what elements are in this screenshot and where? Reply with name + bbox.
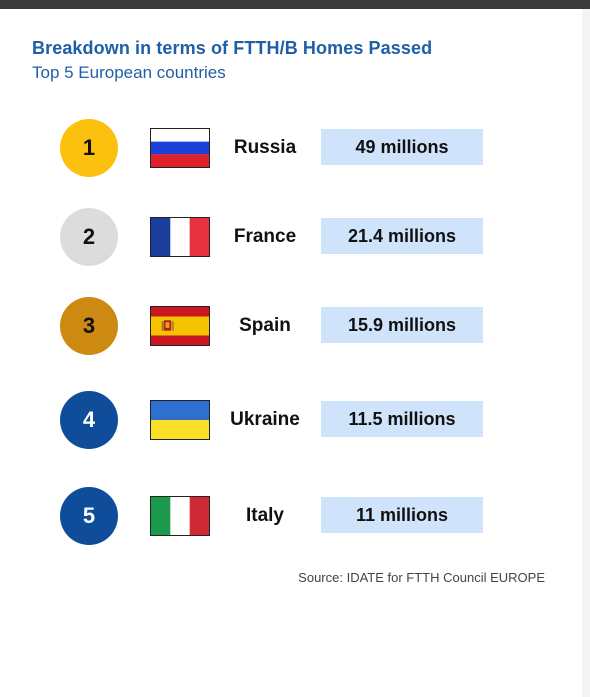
ukraine-flag-icon (150, 400, 210, 440)
rank-number: 4 (82, 407, 96, 432)
country-name: Ukraine (230, 409, 300, 430)
chart-title: Breakdown in terms of FTTH/B Homes Passe… (32, 38, 433, 58)
value-box: 11 millions (321, 497, 483, 533)
rank-number: 1 (82, 135, 96, 160)
value-label: 15.9 millions (347, 314, 457, 335)
value-box: 11.5 millions (321, 401, 483, 437)
italy-flag-icon (150, 496, 210, 536)
chart-subtitle: Top 5 European countries (32, 63, 226, 82)
spain-flag-icon (150, 306, 210, 346)
rank-medal-4: 4 (60, 391, 118, 449)
rank-number: 3 (82, 313, 96, 338)
window-top-bar (0, 0, 590, 9)
source-note: Source: IDATE for FTTH Council EUROPE (298, 570, 545, 585)
scrollbar-track (582, 9, 590, 697)
rank-number: 2 (82, 224, 96, 249)
country-name: France (233, 226, 297, 247)
rank-medal-5: 5 (60, 487, 118, 545)
value-box: 21.4 millions (321, 218, 483, 254)
value-label: 49 millions (355, 136, 449, 157)
value-box: 15.9 millions (321, 307, 483, 343)
ranking-row-4: 4 Ukraine 11.5 millions (0, 391, 590, 451)
ranking-row-3: 3 Spain 15.9 millions (0, 297, 590, 357)
rank-medal-3: 3 (60, 297, 118, 355)
value-label: 11 millions (355, 504, 449, 525)
value-label: 21.4 millions (347, 225, 457, 246)
france-flag-icon (150, 217, 210, 257)
rank-medal-1: 1 (60, 119, 118, 177)
value-box: 49 millions (321, 129, 483, 165)
value-label: 11.5 millions (348, 408, 456, 429)
country-name: Italy (245, 505, 285, 526)
ranking-row-1: 1 Russia 49 millions (0, 119, 590, 179)
ranking-row-5: 5 Italy 11 millions (0, 487, 590, 547)
country-name: Spain (239, 315, 291, 336)
country-name: Russia (233, 137, 297, 158)
ranking-row-2: 2 France 21.4 millions (0, 208, 590, 268)
russia-flag-icon (150, 128, 210, 168)
rank-medal-2: 2 (60, 208, 118, 266)
rank-number: 5 (82, 503, 96, 528)
